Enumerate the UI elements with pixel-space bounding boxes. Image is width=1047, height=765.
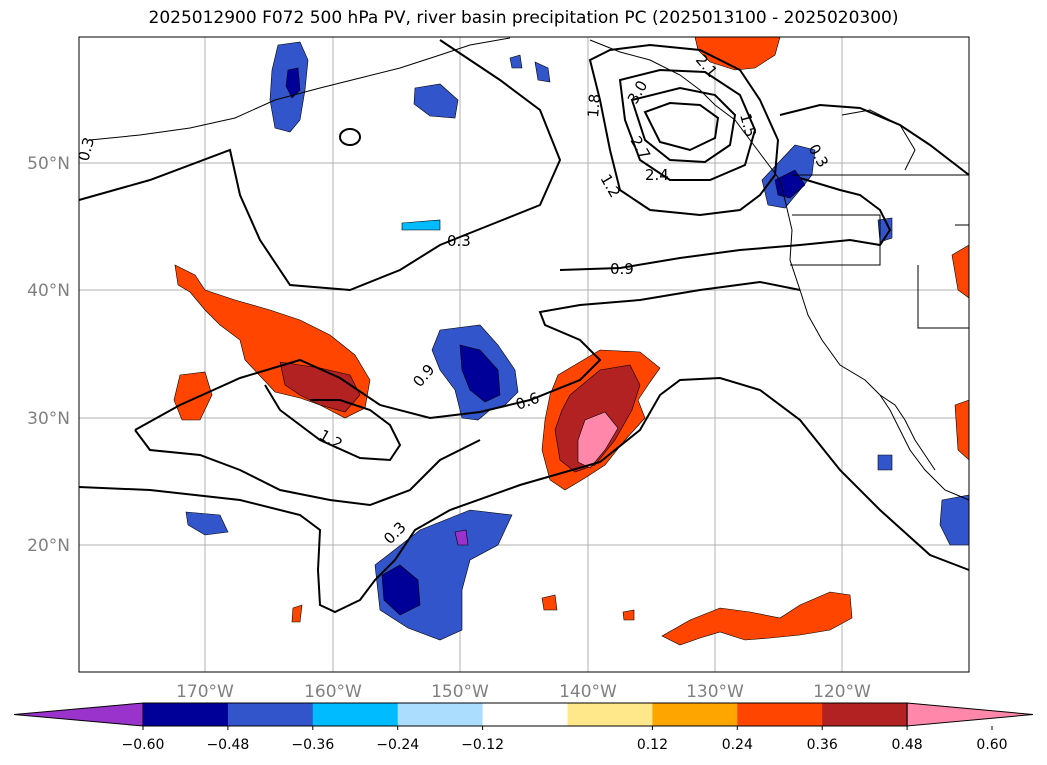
precip-blob-tiny-pos-3	[622, 609, 635, 621]
border-states-1	[790, 214, 881, 266]
colorbar-tick-label: −0.60	[122, 737, 165, 753]
precip-blob-alaska-pos	[694, 36, 781, 71]
colorbar-tick-label: 0.48	[892, 737, 923, 753]
precip-fields	[173, 36, 970, 646]
colorbar-segment	[482, 703, 568, 726]
colorbar-tick-label: 0.36	[807, 737, 838, 753]
contour-0.6	[134, 280, 801, 431]
contour-north-1	[588, 43, 780, 217]
colorbar-tick-label: −0.36	[291, 737, 334, 753]
colorbar-tick-label: −0.12	[461, 737, 504, 753]
precip-blob-gulf	[413, 83, 459, 119]
colorbar-tick-label: 0.24	[722, 737, 753, 753]
colorbar-segment	[143, 703, 229, 726]
contour-0.3-main	[78, 376, 970, 614]
precip-blob-small-1	[509, 54, 523, 69]
lat-label: 20°N	[27, 536, 70, 556]
contour-label: 1.8	[584, 93, 604, 118]
map-frame	[78, 36, 970, 673]
contour-0.9-east	[559, 177, 892, 271]
colorbar-tick-label: −0.48	[206, 737, 249, 753]
colorbar-extend-high	[906, 702, 1034, 727]
precip-blob-west-small-pos	[173, 371, 213, 421]
lon-label: 120°W	[813, 682, 871, 702]
colorbar-segment	[822, 703, 908, 726]
precip-blob-central-neg-core	[459, 344, 501, 403]
precip-blob-baja-neg	[877, 454, 893, 471]
map-panel	[79, 37, 969, 672]
contour-0.9-west	[134, 429, 481, 507]
colorbar-segment	[397, 703, 484, 726]
contour-label: 2.4	[645, 166, 669, 184]
contour-ne	[779, 103, 970, 176]
lat-label: 40°N	[27, 281, 70, 301]
contour-label: 0.3	[74, 135, 98, 163]
colorbar-tick-label: 0.60	[976, 737, 1007, 753]
contour-label: 0.3	[447, 232, 471, 250]
colorbar-segment	[567, 703, 653, 726]
contour-label: 1.5	[736, 111, 760, 139]
precip-blob-east-pos-pink	[577, 411, 619, 469]
latitude-labels: 50°N 40°N 30°N 20°N	[27, 154, 70, 556]
pv-contours	[78, 39, 970, 614]
lon-label: 160°W	[304, 682, 362, 702]
lat-label: 50°N	[27, 154, 70, 174]
lon-label: 140°W	[559, 682, 617, 702]
precip-blob-south-pos	[661, 591, 853, 646]
colorbar-outline	[142, 702, 908, 727]
precip-blob-inland-neg	[877, 217, 893, 243]
colorbar-segment	[737, 703, 823, 726]
lon-label: 170°W	[176, 682, 234, 702]
contour-0.3-north	[78, 39, 562, 292]
precip-blob-se-neg	[939, 494, 970, 546]
map-title: 2025012900 F072 500 hPa PV, river basin …	[148, 8, 899, 28]
colorbar-segment	[652, 703, 738, 726]
precip-blob-west-small	[185, 511, 229, 536]
border-states-2	[917, 265, 969, 329]
precip-blob-tiny-pos-1	[291, 604, 303, 623]
precip-blob-small-2	[534, 61, 551, 83]
precip-blob-thin	[401, 219, 441, 231]
colorbar-segment	[227, 703, 314, 726]
alaska-coast	[89, 37, 511, 141]
lon-label: 150°W	[431, 682, 489, 702]
contour-north-3	[630, 86, 737, 164]
longitude-labels: 170°W 160°W 150°W 140°W 130°W 120°W	[176, 682, 871, 702]
precip-blob-hawaii-purple	[454, 529, 469, 546]
contour-1.2	[264, 384, 402, 462]
contour-small-loop	[339, 128, 361, 146]
colorbar-tick-label: 0.12	[637, 737, 668, 753]
lon-label: 130°W	[686, 682, 744, 702]
colorbar-tick-label: −0.24	[376, 737, 419, 753]
colorbar: −0.60 −0.48 −0.36 −0.24 −0.12 0.12 0.24 0.36 0.4…	[13, 702, 1034, 753]
alaska-panhandle	[589, 39, 781, 181]
precip-blob-hawaii-core	[381, 564, 421, 616]
baja-peninsula	[879, 394, 936, 471]
precip-blob-tiny-pos-2	[541, 594, 558, 611]
lat-label: 30°N	[27, 409, 70, 429]
colorbar-extend-low	[13, 702, 144, 727]
colorbar-segment	[312, 703, 399, 726]
contour-north-2	[618, 68, 757, 181]
contour-north-4	[643, 101, 720, 152]
contour-label: 0.9	[610, 260, 634, 278]
